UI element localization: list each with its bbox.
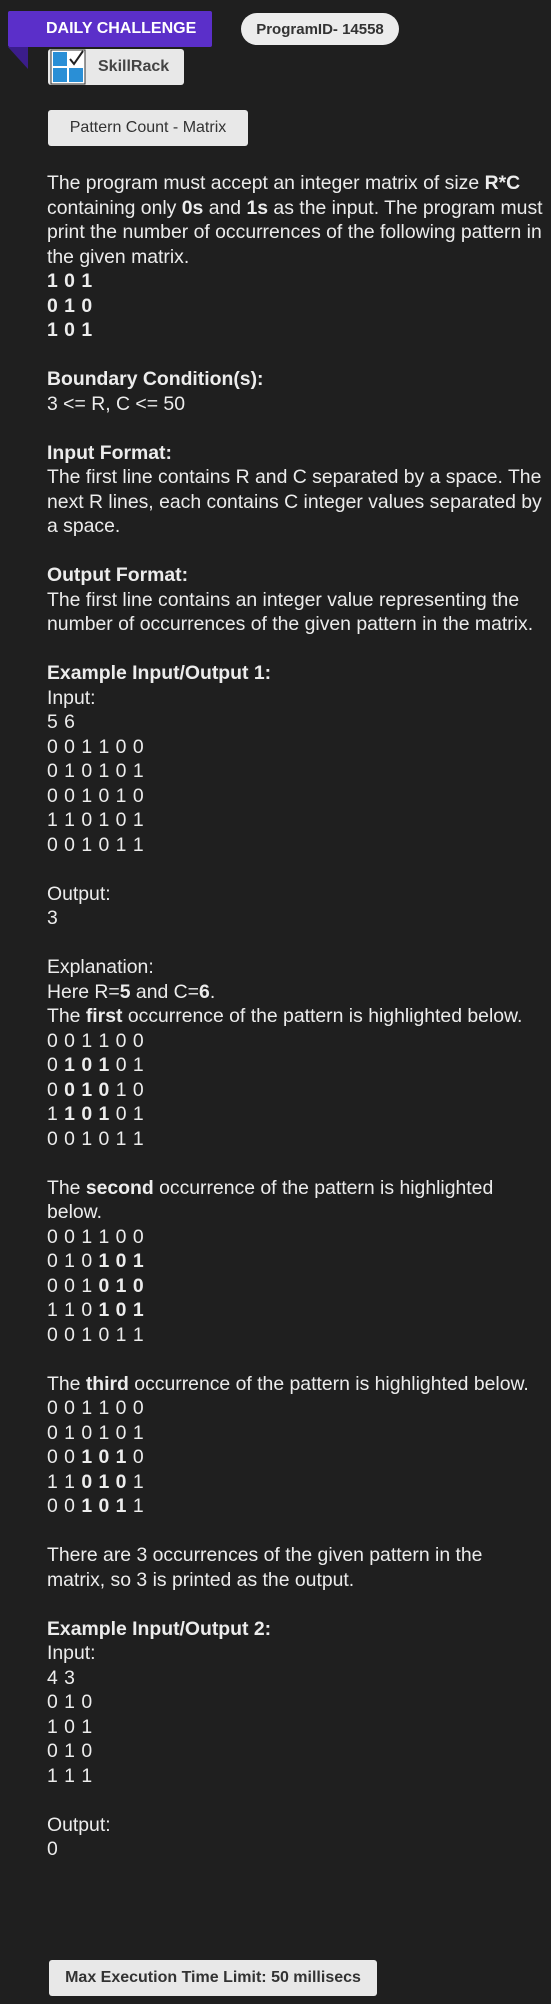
daily-challenge-ribbon: DAILY CHALLENGE [8, 11, 212, 47]
problem-title-label: Pattern Count - Matrix [69, 119, 227, 136]
example-input-line: 0 1 0 1 0 1 [47, 760, 145, 782]
example-input-line: 1 0 1 [47, 1715, 93, 1738]
boundary-text: 3 <= R, C <= 50 [47, 392, 185, 415]
program-id-label: ProgramID- 14558 [256, 20, 384, 38]
output-format-text: The first line contains an integer value… [47, 588, 534, 636]
matrix-row: 0 0 1 1 0 0 [47, 1225, 145, 1248]
output-label: Output: [47, 1813, 111, 1836]
skillrack-label: SkillRack [98, 58, 170, 75]
occurrence-3-text: The third occurrence of the pattern is h… [47, 1372, 529, 1395]
input-format-heading: Input Format: [47, 441, 172, 464]
occurrence-1-text: The first occurrence of the pattern is h… [47, 1005, 523, 1027]
matrix-row: 1 1 0 1 0 1 [47, 1299, 145, 1321]
time-limit-button[interactable]: Max Execution Time Limit: 50 millisecs [49, 1960, 377, 1996]
program-id-badge: ProgramID- 14558 [241, 13, 399, 45]
conclusion-text: There are 3 occurrences of the given pat… [47, 1544, 483, 1591]
matrix-row: 0 1 0 1 0 1 [47, 1054, 145, 1076]
pattern-row: 1 0 1 [47, 270, 93, 292]
matrix-row: 0 0 1 1 0 0 [47, 1029, 145, 1052]
example-output-value: 0 [47, 1838, 58, 1860]
matrix-row: 0 0 1 0 1 0 [47, 1446, 145, 1468]
occurrence-1-matrix: 0 0 1 1 0 0 0 1 0 1 0 1 0 0 1 0 1 0 1 1 … [47, 1029, 543, 1152]
example-output-value: 3 [47, 907, 58, 929]
matrix-row: 0 0 1 0 1 1 [47, 1127, 145, 1150]
ribbon-fold [8, 47, 28, 69]
matrix-row: 0 0 1 0 1 0 [47, 1078, 145, 1101]
pattern-row: 0 1 0 [47, 294, 93, 317]
matrix-row: 0 0 1 0 1 1 [47, 1495, 145, 1517]
occurrence-3-matrix: 0 0 1 1 0 0 0 1 0 1 0 1 0 0 1 0 1 0 1 1 … [47, 1396, 543, 1519]
input-label: Input: [47, 686, 96, 709]
example-input-line: 0 1 0 [47, 1691, 93, 1713]
pattern-row: 1 0 1 [47, 319, 93, 341]
example-input-line: 0 1 0 [47, 1740, 93, 1762]
output-format-heading: Output Format: [47, 564, 189, 586]
problem-title-button[interactable]: Pattern Count - Matrix [48, 110, 248, 146]
example-input-line: 5 6 [47, 711, 76, 733]
example-input-line: 4 3 [47, 1666, 76, 1689]
explanation-label: Explanation: [47, 956, 154, 978]
matrix-row: 0 0 1 0 1 1 [47, 1323, 145, 1346]
input-format-text: The first line contains R and C separate… [47, 466, 542, 537]
skillrack-logo-icon [50, 49, 86, 85]
input-label: Input: [47, 1642, 96, 1664]
matrix-row: 1 1 0 1 0 1 [47, 1470, 145, 1493]
ribbon-label: DAILY CHALLENGE [46, 20, 197, 37]
example-input-line: 0 0 1 0 1 1 [47, 833, 145, 856]
example-input-line: 1 1 1 [47, 1764, 93, 1787]
matrix-row: 0 0 1 1 0 0 [47, 1397, 145, 1419]
occurrence-2-text: The second occurrence of the pattern is … [47, 1176, 494, 1224]
example-input-line: 1 1 0 1 0 1 [47, 809, 145, 831]
example1-heading: Example Input/Output 1: [47, 662, 272, 684]
matrix-row: 0 0 1 0 1 0 [47, 1274, 145, 1297]
matrix-row: 1 1 0 1 0 1 [47, 1103, 145, 1125]
boundary-heading: Boundary Condition(s): [47, 368, 264, 390]
occurrence-2-matrix: 0 0 1 1 0 0 0 1 0 1 0 1 0 0 1 0 1 0 1 1 … [47, 1225, 543, 1348]
problem-description: The program must accept an integer matri… [47, 172, 543, 268]
example2-heading: Example Input/Output 2: [47, 1617, 272, 1640]
matrix-row: 0 1 0 1 0 1 [47, 1250, 145, 1272]
output-label: Output: [47, 882, 111, 905]
skillrack-badge[interactable]: SkillRack [48, 49, 184, 85]
time-limit-label: Max Execution Time Limit: 50 millisecs [65, 1969, 361, 1986]
problem-content: The program must accept an integer matri… [47, 171, 543, 1862]
explanation-text: Here R=5 and C=6. [47, 980, 216, 1003]
example-input-line: 0 0 1 0 1 0 [47, 784, 145, 807]
matrix-row: 0 1 0 1 0 1 [47, 1421, 145, 1444]
example-input-line: 0 0 1 1 0 0 [47, 735, 145, 758]
